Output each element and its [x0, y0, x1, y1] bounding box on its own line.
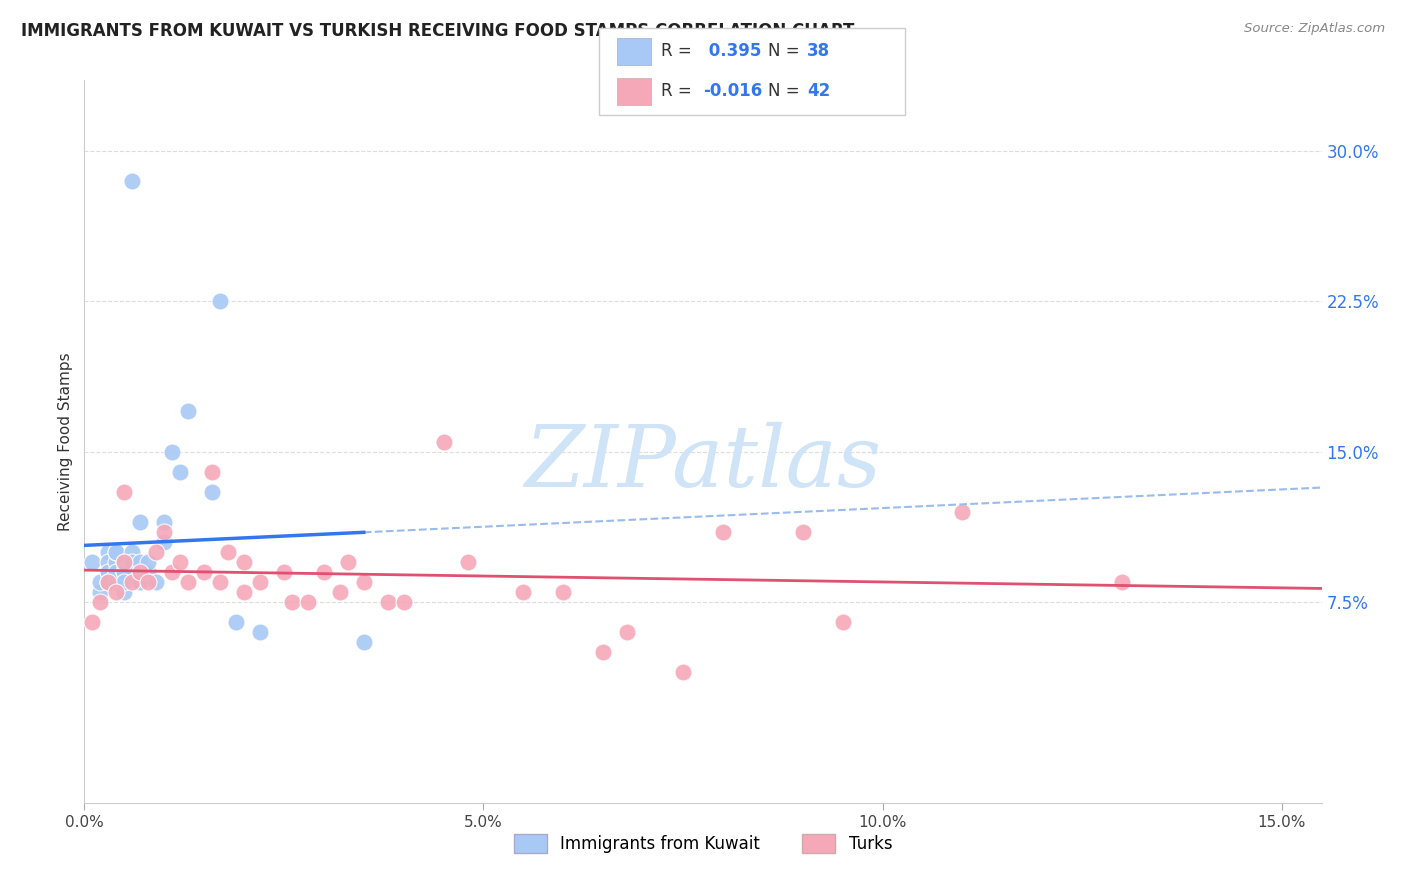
Point [153, 524, 176, 539]
Point [121, 545, 143, 559]
Point [209, 575, 232, 590]
Point [209, 294, 232, 309]
Point [169, 465, 191, 479]
Point [831, 615, 853, 630]
Point [553, 585, 575, 599]
Point [129, 565, 152, 579]
Point [153, 535, 176, 549]
Text: N =: N = [768, 82, 804, 101]
Point [97, 555, 120, 569]
Point [121, 575, 143, 590]
Point [136, 555, 159, 569]
Point [225, 615, 247, 630]
Point [217, 545, 239, 559]
Point [201, 465, 224, 479]
Point [336, 555, 359, 569]
Y-axis label: Receiving Food Stamps: Receiving Food Stamps [58, 352, 73, 531]
Point [82, 615, 104, 630]
Text: 0.395: 0.395 [703, 42, 762, 61]
Text: -0.016: -0.016 [703, 82, 762, 101]
Point [97, 565, 120, 579]
Point [121, 555, 143, 569]
Point [177, 575, 200, 590]
Text: R =: R = [661, 42, 697, 61]
Point [97, 575, 120, 590]
Point [112, 555, 135, 569]
Point [129, 575, 152, 590]
Point [1111, 575, 1133, 590]
Point [233, 585, 256, 599]
Point [160, 565, 183, 579]
Point [432, 434, 454, 449]
Point [112, 484, 135, 499]
Point [616, 625, 638, 640]
Point [457, 555, 479, 569]
Point [249, 625, 271, 640]
Point [97, 545, 120, 559]
Text: 42: 42 [807, 82, 831, 101]
Point [97, 565, 120, 579]
Point [89, 585, 111, 599]
Point [145, 575, 167, 590]
Point [112, 565, 135, 579]
Point [952, 505, 974, 519]
Point [153, 515, 176, 529]
Point [353, 635, 375, 649]
Point [105, 545, 128, 559]
Point [112, 565, 135, 579]
Point [160, 444, 183, 458]
Point [273, 565, 295, 579]
Point [89, 595, 111, 609]
Point [105, 565, 128, 579]
Text: Source: ZipAtlas.com: Source: ZipAtlas.com [1244, 22, 1385, 36]
Point [112, 585, 135, 599]
Point [177, 404, 200, 418]
Point [281, 595, 304, 609]
Point [377, 595, 399, 609]
Text: N =: N = [768, 42, 804, 61]
Text: 38: 38 [807, 42, 830, 61]
Point [121, 174, 143, 188]
Point [136, 565, 159, 579]
Point [97, 575, 120, 590]
Text: IMMIGRANTS FROM KUWAIT VS TURKISH RECEIVING FOOD STAMPS CORRELATION CHART: IMMIGRANTS FROM KUWAIT VS TURKISH RECEIV… [21, 22, 855, 40]
Point [672, 665, 695, 680]
Point [112, 555, 135, 569]
Point [105, 575, 128, 590]
Point [249, 575, 271, 590]
Point [145, 545, 167, 559]
Point [136, 575, 159, 590]
Legend: Immigrants from Kuwait, Turks: Immigrants from Kuwait, Turks [508, 827, 898, 860]
Point [129, 565, 152, 579]
Text: ZIPatlas: ZIPatlas [524, 422, 882, 505]
Point [105, 585, 128, 599]
Point [129, 555, 152, 569]
Point [193, 565, 215, 579]
Point [297, 595, 319, 609]
Point [105, 555, 128, 569]
Point [353, 575, 375, 590]
Point [792, 524, 814, 539]
Point [392, 595, 415, 609]
Point [82, 555, 104, 569]
Point [233, 555, 256, 569]
Point [89, 575, 111, 590]
Point [129, 515, 152, 529]
Point [329, 585, 352, 599]
Point [169, 555, 191, 569]
Point [512, 585, 534, 599]
Point [105, 545, 128, 559]
Point [112, 575, 135, 590]
Text: R =: R = [661, 82, 697, 101]
Point [201, 484, 224, 499]
Point [312, 565, 335, 579]
Point [592, 645, 614, 659]
Point [711, 524, 734, 539]
